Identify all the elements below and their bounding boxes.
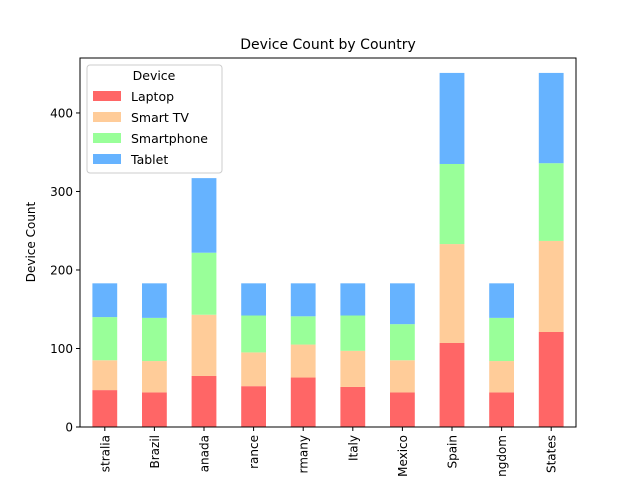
bar-smart-tv-france — [241, 352, 266, 387]
bar-tablet-australia — [92, 283, 118, 318]
bar-tablet-brazil — [142, 283, 167, 318]
bar-smart-tv-united-states — [538, 240, 564, 332]
y-axis-label: Device Count — [24, 201, 38, 282]
bar-laptop-italy — [340, 386, 366, 427]
legend: Device Laptop Smart TV Smartphone Tablet — [86, 64, 223, 174]
y-tick-label: 0 — [65, 421, 73, 435]
bar-smartphone-united-kingdom — [489, 317, 514, 362]
legend-swatch-laptop — [93, 91, 121, 101]
y-tick-label: 300 — [50, 185, 73, 199]
y-tick-label: 400 — [50, 106, 73, 120]
bar-laptop-united-kingdom — [489, 392, 514, 427]
bar-smart-tv-united-kingdom — [489, 361, 514, 393]
bar-tablet-italy — [340, 283, 366, 316]
x-tick-label: Italy — [346, 435, 360, 461]
bar-smart-tv-mexico — [390, 360, 415, 393]
bar-tablet-spain — [439, 72, 465, 164]
bar-laptop-spain — [439, 342, 465, 427]
bar-laptop-germany — [290, 377, 316, 427]
bar-smart-tv-brazil — [142, 361, 167, 393]
x-axis: stralia Brazil anada rance rmany Italy Mexico S… — [98, 427, 559, 477]
bar-smart-tv-spain — [439, 244, 465, 343]
bar-tablet-germany — [290, 283, 316, 317]
bars-group — [92, 72, 564, 427]
bar-laptop-brazil — [142, 392, 167, 427]
x-tick-label: rmany — [297, 435, 311, 473]
legend-title: Device — [133, 68, 176, 83]
y-axis: 0 100 200 300 400 — [50, 106, 80, 435]
x-tick-label: ngdom — [495, 435, 509, 477]
x-tick-label: Spain — [446, 435, 460, 469]
bar-tablet-france — [241, 283, 266, 316]
bar-smartphone-italy — [340, 315, 366, 351]
legend-swatch-smartphone — [93, 133, 121, 143]
x-tick-label: stralia — [98, 435, 112, 472]
legend-swatch-tablet — [93, 154, 121, 164]
bar-laptop-australia — [92, 390, 118, 427]
x-tick-label: rance — [247, 435, 261, 469]
y-tick-label: 200 — [50, 263, 73, 277]
legend-label: Tablet — [130, 152, 168, 167]
plot-frame — [79, 57, 577, 428]
bar-tablet-united-states — [538, 72, 564, 164]
y-tick-label: 100 — [50, 342, 73, 356]
x-tick-label: States — [545, 435, 559, 473]
bar-smart-tv-italy — [340, 350, 366, 387]
chart-title: Device Count by Country — [240, 37, 416, 53]
bar-laptop-canada — [191, 375, 217, 427]
bar-smartphone-brazil — [142, 317, 167, 362]
bar-smartphone-mexico — [390, 324, 415, 361]
bar-smartphone-australia — [92, 317, 118, 361]
bar-smartphone-france — [241, 315, 266, 353]
bar-laptop-france — [241, 386, 266, 427]
legend-label: Laptop — [131, 89, 174, 104]
legend-label: Smartphone — [131, 131, 208, 146]
bar-smart-tv-germany — [290, 344, 316, 378]
bar-tablet-united-kingdom — [489, 283, 514, 318]
bar-smart-tv-australia — [92, 360, 118, 391]
bar-smart-tv-canada — [191, 314, 217, 376]
x-tick-label: anada — [198, 435, 212, 472]
bar-tablet-mexico — [390, 283, 415, 325]
bar-smartphone-germany — [290, 316, 316, 345]
x-tick-label: Brazil — [148, 435, 162, 469]
bar-smartphone-united-states — [538, 163, 564, 241]
x-tick-label: Mexico — [396, 435, 410, 477]
bar-laptop-mexico — [390, 392, 415, 427]
bar-laptop-united-states — [538, 332, 564, 427]
bar-smartphone-canada — [191, 252, 217, 315]
legend-label: Smart TV — [131, 110, 189, 125]
bar-smartphone-spain — [439, 163, 465, 245]
legend-swatch-smart-tv — [93, 112, 121, 122]
bar-tablet-canada — [191, 178, 217, 253]
